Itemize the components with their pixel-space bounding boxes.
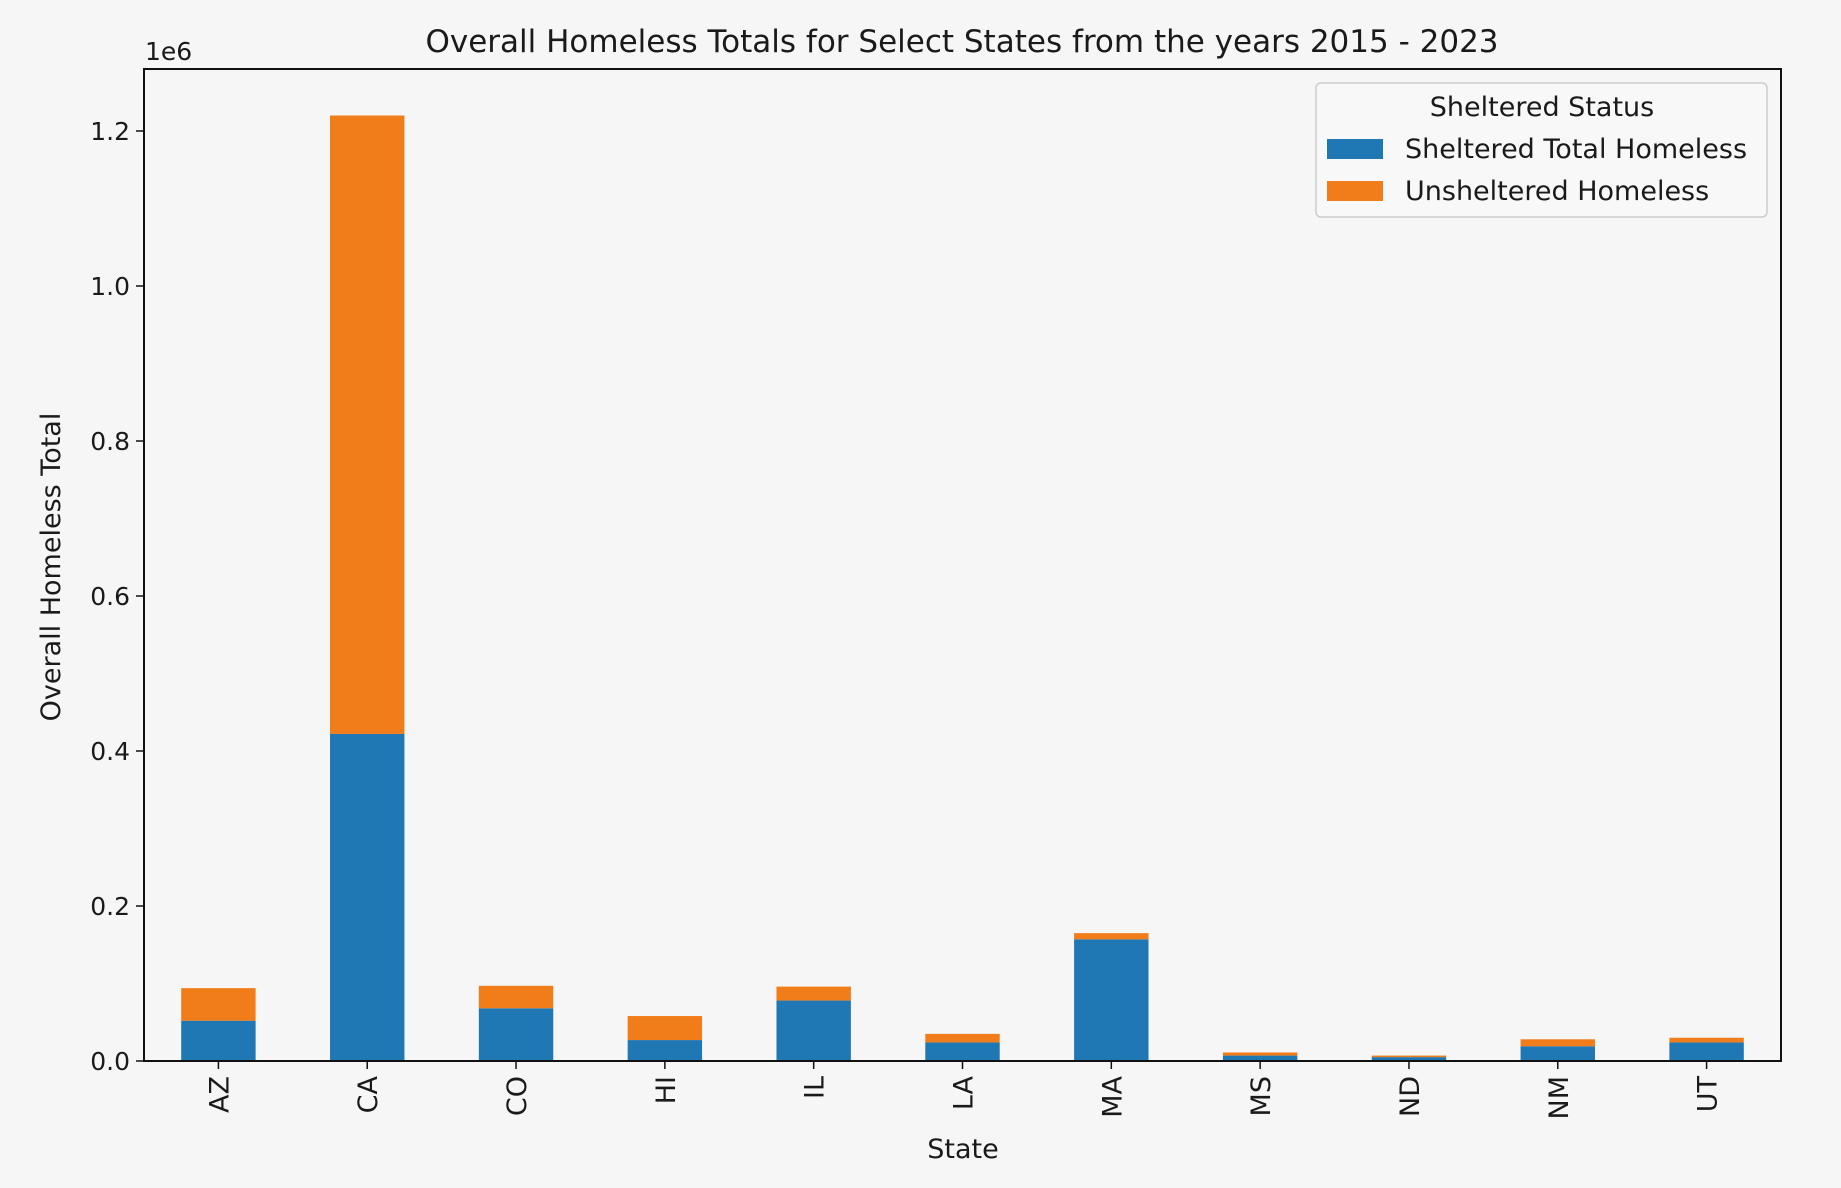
chart-title: Overall Homeless Totals for Select State… xyxy=(425,24,1498,60)
bar-unsheltered xyxy=(776,986,851,1001)
y-axis-ticks: 0.0 0.2 0.4 0.6 0.8 1.0 1.2 xyxy=(90,117,144,1076)
bar-sheltered xyxy=(925,1042,1000,1061)
bar-sheltered xyxy=(1520,1046,1595,1061)
y-tick-label: 0.8 xyxy=(90,427,130,456)
bar-unsheltered xyxy=(627,1016,703,1041)
y-tick-label: 0.0 xyxy=(90,1047,130,1076)
bar-sheltered xyxy=(181,1020,256,1061)
x-tick-label: IL xyxy=(800,1076,831,1099)
y-tick-label: 0.4 xyxy=(90,737,130,766)
bar-unsheltered xyxy=(1222,1052,1298,1056)
bar-unsheltered xyxy=(925,1033,1000,1043)
bar-unsheltered xyxy=(1371,1055,1447,1058)
y-axis-label: Overall Homeless Total xyxy=(36,413,67,722)
x-axis-ticks: AZ CA CO HI IL LA MA MS ND NM UT xyxy=(204,1061,1724,1120)
y-tick-label: 0.2 xyxy=(90,892,130,921)
x-tick-label: HI xyxy=(651,1076,682,1104)
y-axis-offset-label: 1e6 xyxy=(145,37,192,66)
bar-sheltered xyxy=(1371,1057,1447,1061)
bar-sheltered xyxy=(330,733,405,1061)
x-tick-label: CA xyxy=(353,1075,384,1113)
x-tick-label: UT xyxy=(1693,1076,1724,1113)
bar-unsheltered xyxy=(330,115,405,734)
bar-sheltered xyxy=(776,1000,851,1061)
x-tick-label: ND xyxy=(1395,1076,1426,1117)
x-tick-label: CO xyxy=(502,1076,533,1116)
bar-unsheltered xyxy=(1520,1039,1595,1047)
legend-title: Sheltered Status xyxy=(1430,92,1654,123)
x-tick-label: AZ xyxy=(204,1076,235,1113)
bar-unsheltered xyxy=(1074,933,1149,940)
legend-box xyxy=(1315,82,1768,218)
bar-sheltered xyxy=(1074,939,1149,1061)
plot-frame xyxy=(143,68,1782,1062)
x-tick-label: MS xyxy=(1246,1076,1277,1116)
legend-swatch-unsheltered xyxy=(1327,181,1383,201)
bar-sheltered xyxy=(627,1040,703,1061)
legend-label-unsheltered: Unsheltered Homeless xyxy=(1405,176,1709,207)
y-tick-label: 0.6 xyxy=(90,582,130,611)
x-tick-label: MA xyxy=(1097,1075,1128,1117)
x-tick-label: NM xyxy=(1544,1076,1575,1120)
bar-sheltered xyxy=(1669,1042,1744,1061)
y-tick-label: 1.0 xyxy=(90,272,130,301)
legend-label-sheltered: Sheltered Total Homeless xyxy=(1405,134,1747,165)
y-tick-label: 1.2 xyxy=(90,117,130,146)
legend-swatch-sheltered xyxy=(1327,139,1383,159)
bar-unsheltered xyxy=(1669,1037,1744,1043)
legend: Sheltered Status Sheltered Total Homeles… xyxy=(1315,82,1768,218)
x-axis-label: State xyxy=(927,1134,998,1165)
bar-unsheltered xyxy=(478,985,554,1009)
bar-sheltered xyxy=(1222,1055,1298,1061)
bars-group xyxy=(181,115,1744,1061)
bar-sheltered xyxy=(478,1008,554,1061)
bar-unsheltered xyxy=(181,988,256,1021)
x-tick-label: LA xyxy=(949,1075,980,1110)
